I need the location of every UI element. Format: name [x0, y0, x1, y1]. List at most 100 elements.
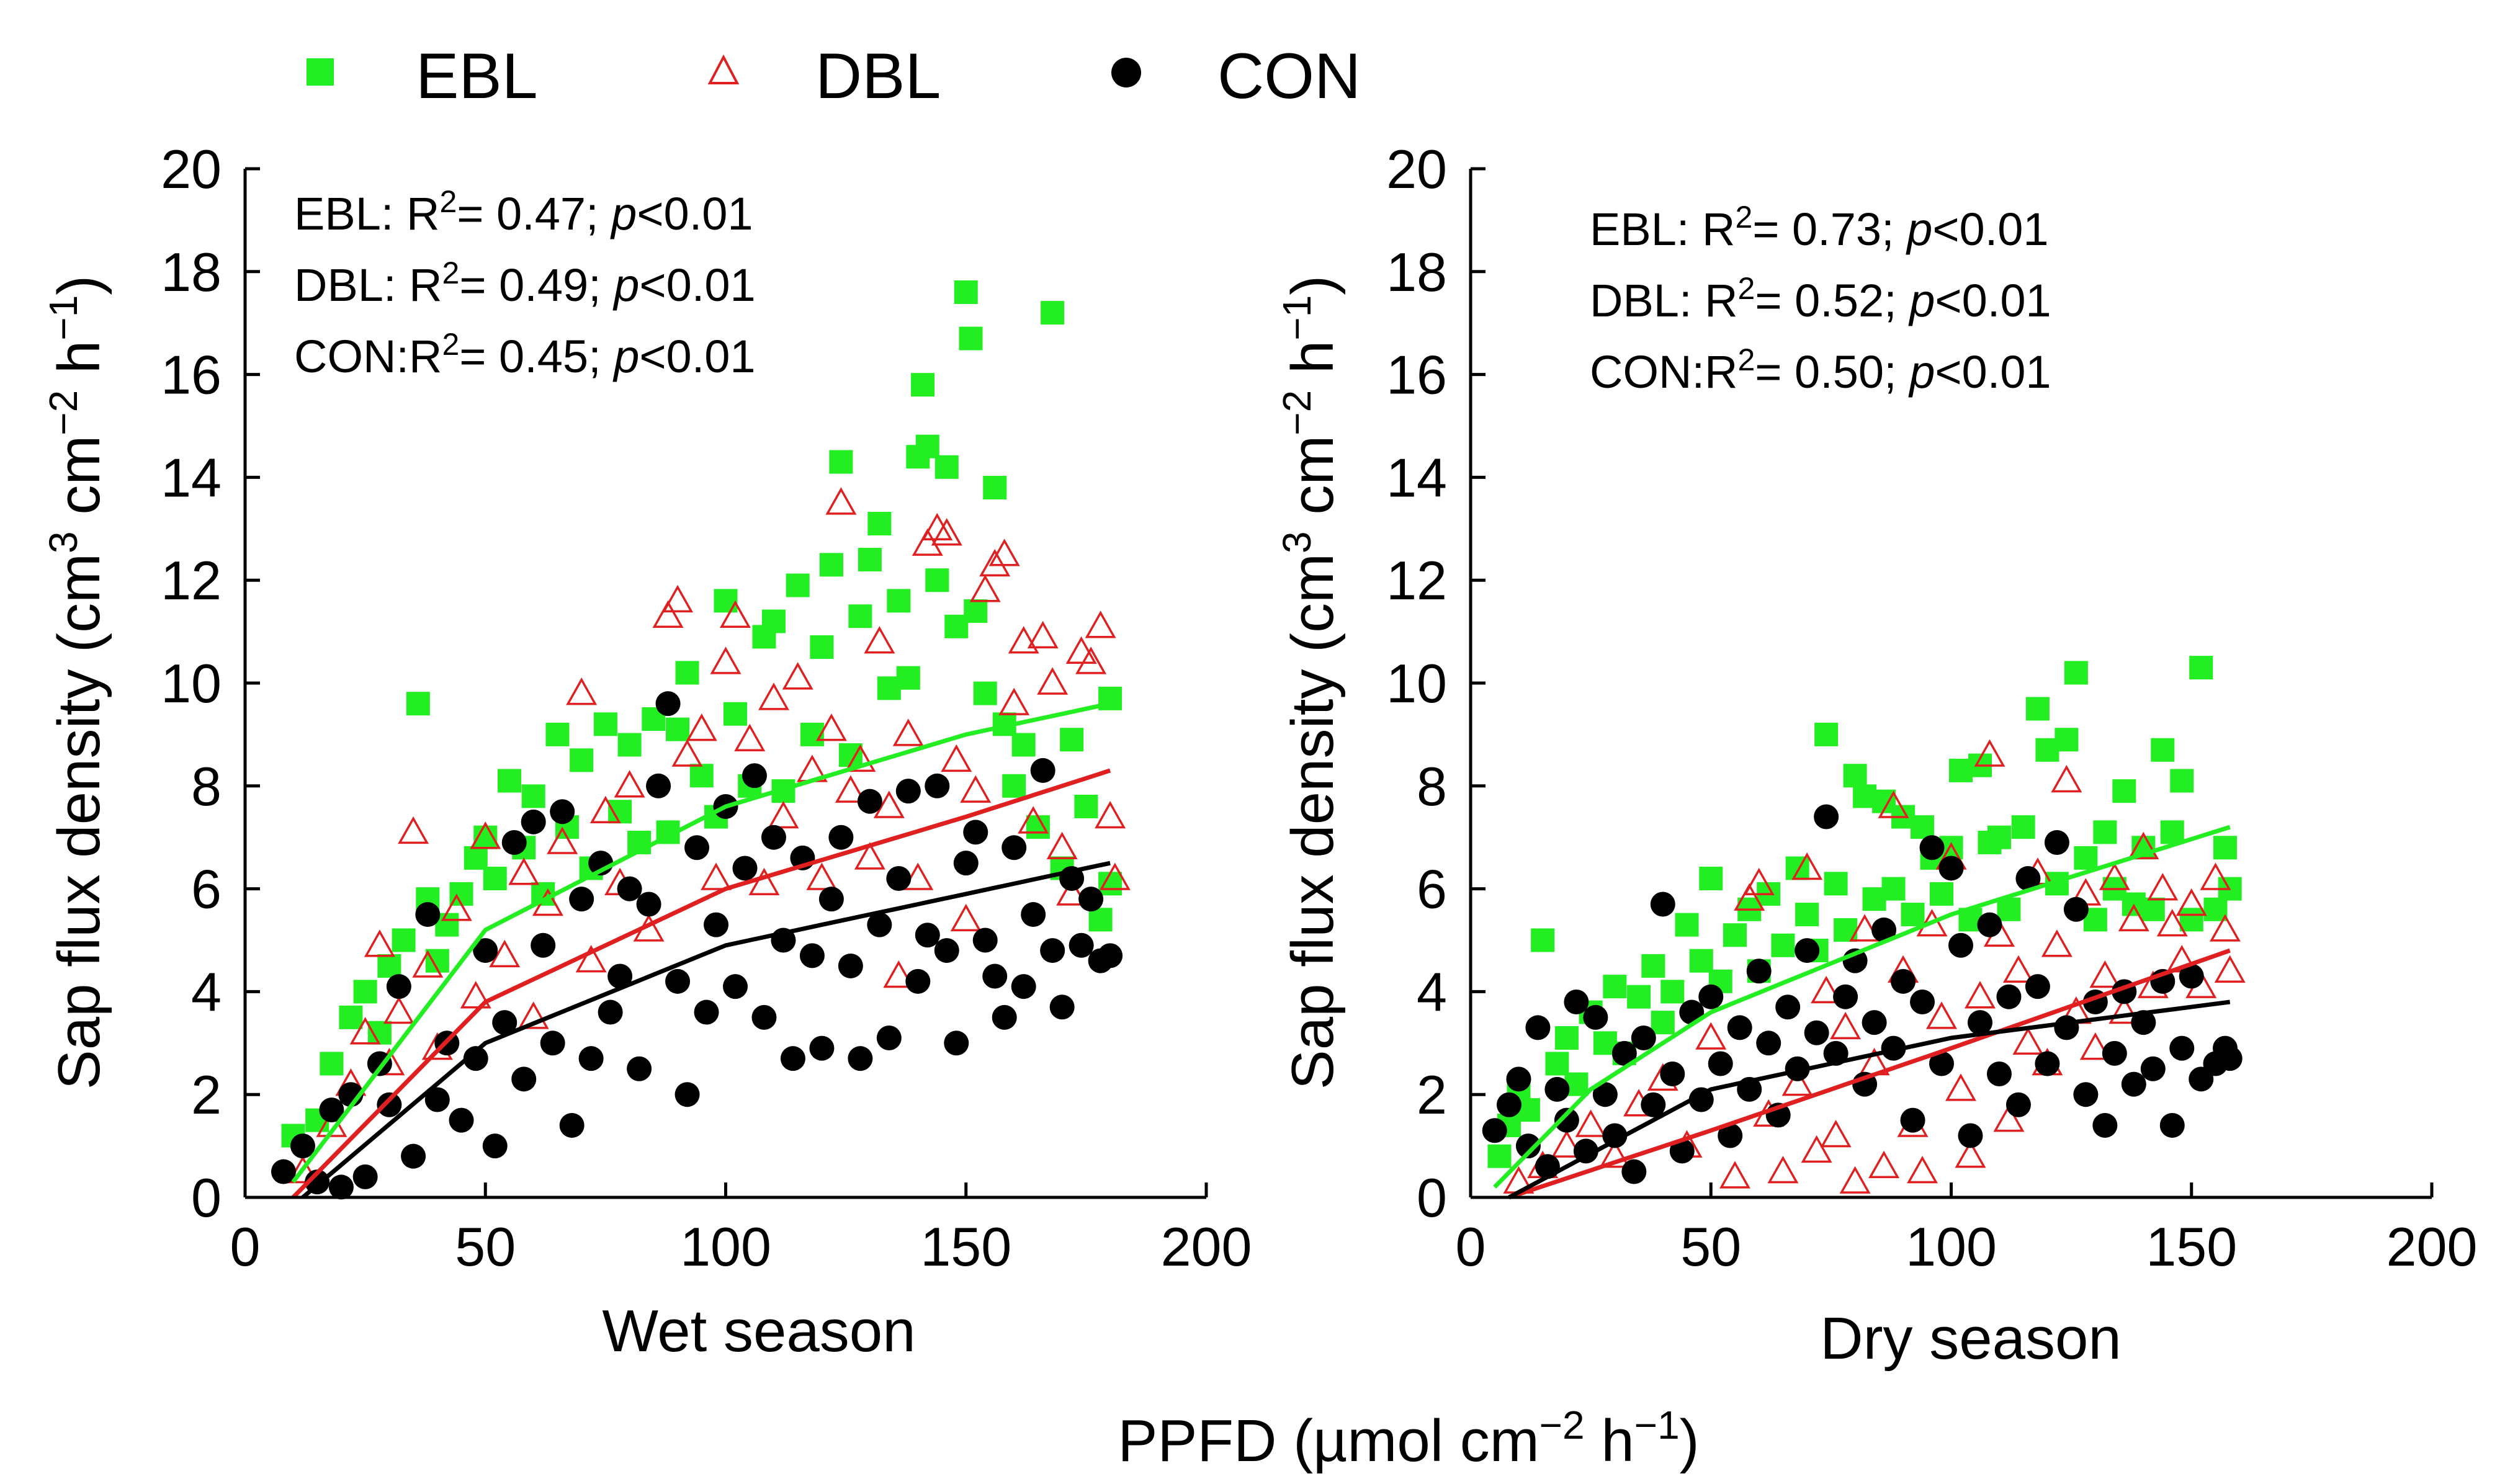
wet-point-ebl [858, 548, 882, 572]
dry-point-con [1525, 1015, 1551, 1040]
dry-point-con [1583, 1004, 1608, 1030]
wet-point-dbl [960, 775, 992, 803]
dry-point-ebl [1689, 949, 1713, 973]
wet-point-dbl [710, 646, 742, 674]
wet-x-tick-label: 150 [920, 1216, 1011, 1277]
wet-point-ebl [714, 589, 738, 613]
dry-point-ebl [1901, 903, 1925, 927]
dry-point-con [2005, 1092, 2031, 1117]
dry-point-ebl [2141, 897, 2165, 921]
wet-point-con [424, 1087, 450, 1112]
wet-point-dbl [589, 795, 621, 823]
wet-point-con [607, 963, 633, 989]
dry-point-con [1482, 1118, 1507, 1143]
dry-point-dbl [1945, 1073, 1976, 1101]
wet-x-tick-label: 200 [1161, 1216, 1252, 1277]
dry-point-dbl [2118, 903, 2149, 932]
wet-point-ebl [675, 661, 699, 685]
wet-point-ebl [377, 954, 401, 978]
dry-point-dbl [1993, 1104, 2025, 1132]
dry-y-tick-label: 18 [1386, 241, 1447, 303]
wet-point-con [328, 1174, 354, 1200]
wet-point-con [992, 1004, 1017, 1030]
wet-point-dbl [686, 713, 717, 741]
wet-point-ebl [339, 1005, 363, 1029]
dry-point-con [1986, 1062, 2012, 1087]
dry-stat-ebl: EBL: R2= 0.73; p<0.01 [1590, 200, 2049, 255]
wet-ticks: 0 50 100 150 200 0 2 4 6 8 10 12 14 16 18 20 [161, 138, 1252, 1277]
wet-point-ebl [367, 1021, 392, 1045]
dry-point-dbl [1575, 1109, 1607, 1137]
dry-point-ebl [1771, 933, 1795, 957]
wet-point-con [818, 887, 844, 912]
dry-point-dbl [1849, 914, 1881, 942]
dry-point-ebl [2160, 820, 2184, 844]
wet-point-dbl [1095, 800, 1126, 829]
wet-point-dbl [460, 981, 491, 1009]
dry-point-dbl [1801, 1135, 1832, 1163]
wet-point-ebl [934, 455, 959, 479]
wet-point-con [1030, 758, 1055, 783]
wet-point-con [1078, 887, 1104, 912]
wet-stat-con: CON:R2= 0.45; p<0.01 [294, 327, 756, 382]
wet-point-ebl [617, 733, 642, 757]
dry-point-con [1871, 917, 1897, 942]
wet-y-tick-label: 10 [161, 653, 222, 714]
wet-point-con [886, 866, 912, 892]
dry-point-ebl [1843, 764, 1867, 788]
wet-point-ebl [464, 846, 488, 870]
wet-y-tick-label: 8 [191, 756, 222, 817]
dry-point-dbl [1974, 739, 2005, 767]
dry-point-ebl [1881, 877, 1906, 901]
dry-point-dbl [1878, 790, 1909, 818]
dry-point-ebl [2011, 815, 2035, 839]
dry-point-dbl [2209, 914, 2241, 942]
wet-point-dbl [1008, 626, 1039, 654]
dry-point-con [2121, 1071, 2146, 1097]
wet-point-dbl [1027, 620, 1059, 649]
wet-point-con [540, 1030, 565, 1056]
wet-point-con [761, 825, 786, 850]
wet-point-dbl [412, 950, 444, 978]
dry-point-con [1718, 1123, 1743, 1148]
dry-point-dbl [1551, 1130, 1582, 1158]
wet-point-con [876, 1026, 902, 1051]
dry-point-dbl [1830, 1011, 1862, 1040]
dry-point-con [2140, 1056, 2166, 1081]
dry-y-tick-label: 0 [1417, 1167, 1447, 1228]
wet-point-dbl [652, 600, 684, 628]
dry-point-ebl [2093, 820, 2117, 844]
dry-point-ebl [1651, 1011, 1675, 1035]
wet-point-con [482, 1133, 508, 1159]
wet-point-dbl [950, 903, 982, 932]
wet-point-con [867, 912, 892, 937]
dry-point-ebl [1641, 954, 1665, 978]
dry-point-ebl [1554, 1026, 1579, 1050]
dry-point-dbl [1907, 1155, 1938, 1184]
dry-point-dbl [1767, 1155, 1799, 1184]
dry-point-ebl [2074, 846, 2098, 870]
wet-point-con [722, 974, 748, 999]
wet-point-con [684, 835, 710, 860]
wet-x-label: Wet season [602, 1298, 915, 1364]
dry-point-dbl [1719, 1161, 1750, 1189]
dry-point-dbl [1599, 1140, 1631, 1168]
dry-point-con [2044, 829, 2069, 855]
wet-point-dbl [614, 770, 645, 798]
wet-point-con [838, 953, 863, 978]
dry-x-tick-label: 200 [2386, 1216, 2478, 1277]
wet-point-con [415, 902, 441, 928]
dry-point-con [1919, 835, 1945, 860]
dry-x-tick-label: 50 [1680, 1216, 1741, 1277]
wet-point-ebl [786, 573, 810, 597]
wet-fit-line-dbl [291, 768, 1111, 1199]
wet-x-tick-label: 0 [230, 1216, 261, 1277]
wet-point-con [636, 892, 661, 917]
dry-point-ebl [1987, 825, 2011, 849]
wet-point-ebl [887, 589, 911, 613]
wet-point-con [290, 1133, 315, 1159]
wet-point-dbl [383, 996, 415, 1024]
wet-point-dbl [349, 1017, 381, 1045]
wet-fit-line-con [301, 860, 1111, 1199]
wet-point-con [646, 773, 671, 798]
